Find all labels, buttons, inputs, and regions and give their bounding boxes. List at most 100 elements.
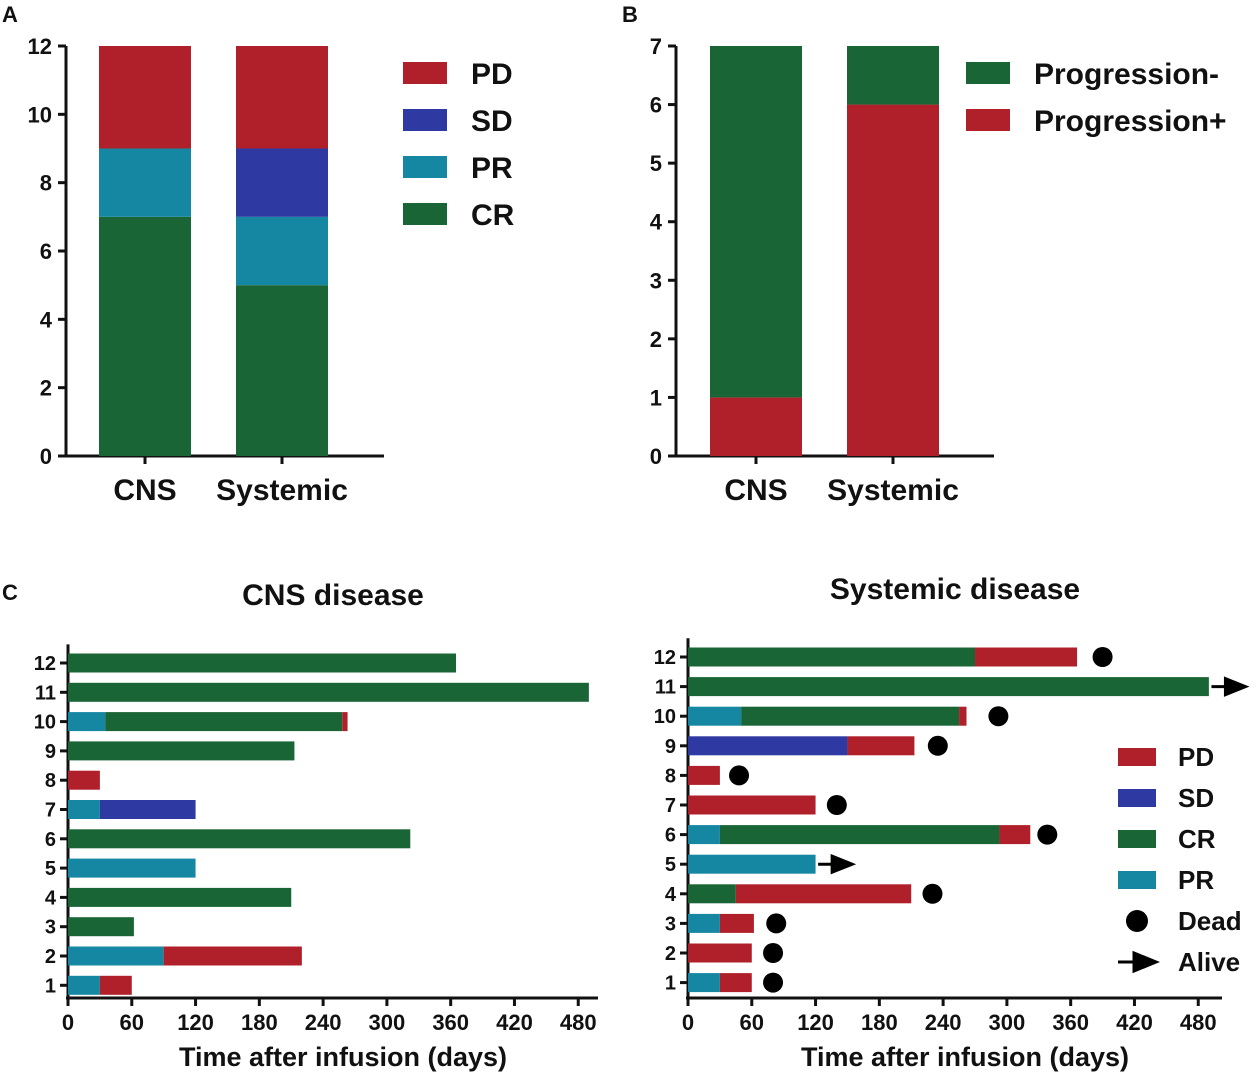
bar-patient-2-pd [163,946,302,966]
bar-patient-10-cr [105,712,343,732]
patient-label: 10 [654,706,676,728]
bar-patient-6-pd [999,825,1031,845]
legend-swatch-pr [403,156,447,178]
x-tick-label: 180 [861,1010,898,1035]
bar-patient-12-pd [975,647,1078,667]
bar-patient-1-pr [68,975,100,995]
bar-patient-8-pd [68,770,100,790]
legend-swatch-cr [1118,830,1156,848]
bar-patient-4-cr [688,884,736,904]
y-tick-label: 0 [650,444,662,469]
patient-label: 10 [34,712,56,734]
legend-label-dead: Dead [1178,906,1242,936]
legend-label-sd: SD [471,105,513,138]
bar-patient-1-pr [688,973,720,993]
legend-swatch-pr [1118,871,1156,889]
chart-b-stacked-bars: 0 1 2 3 4 5 6 7 CNS Systemic Progression- Progressi… [650,34,1227,507]
bar-cns-pr [99,148,191,217]
category-label: Systemic [216,474,348,507]
bar-cns-progression [710,397,802,456]
panel-label-a: A [2,2,18,27]
legend-swatch-cr [403,203,447,225]
patient-label: 5 [45,858,56,880]
patient-label: 4 [665,884,677,906]
bar-patient-7-pd [688,795,816,815]
y-tick-label: 3 [650,268,662,293]
x-tick-label: 300 [989,1010,1026,1035]
bar-patient-3-pd [719,913,754,933]
y-tick-label: 6 [40,239,52,264]
bar-patient-1-pd [719,973,752,993]
x-axis-label: Time after infusion (days) [801,1042,1129,1072]
bar-patient-1-pd [99,975,132,995]
dead-marker [1092,647,1113,667]
patient-label: 2 [45,946,56,968]
patient-label: 1 [45,975,56,997]
bar-patient-2-pr [68,946,164,966]
bar-patient-12-cr [688,647,976,667]
x-tick-label: 360 [432,1010,469,1035]
patient-label: 2 [665,943,676,965]
chart-c-systemic-swimmer: Systemic disease 0 60 120 180 240 300 360 420 480… [654,573,1250,1072]
x-tick-label: 240 [305,1010,342,1035]
x-tick-label: 0 [682,1010,694,1035]
bar-patient-10-pr [68,712,106,732]
bar-systemic-pr [236,216,328,286]
bar-systemic-sd [236,148,328,217]
legend-swatch-sd [403,109,447,131]
bar-patient-7-pr [68,800,100,819]
bar-patient-11-cr [688,677,1209,697]
x-tick-label: 360 [1052,1010,1089,1035]
legend-swatch-pd [403,62,447,84]
bar-cns-pd [99,46,191,149]
bar-patient-9-pd [847,736,915,756]
patient-label: 8 [665,765,676,787]
bar-patient-10-pd [342,712,348,732]
bar-patient-5-pr [68,858,196,878]
bar-patient-11-cr [68,682,589,702]
legend-swatch-sd [1118,789,1156,807]
dead-marker [1037,824,1058,845]
legend-label-pr: PR [471,152,513,185]
patient-label: 7 [45,800,56,822]
x-tick-label: 420 [1116,1010,1153,1035]
y-tick-label: 7 [650,34,662,59]
bar-patient-10-pr [688,706,742,726]
dead-marker [729,765,750,786]
bar-patient-12-cr [68,653,456,673]
patient-label: 4 [45,887,57,909]
legend-label-pd: PD [1178,742,1214,772]
patient-label: 12 [654,647,676,669]
legend-swatch-progression [966,109,1010,131]
bar-patient-4-cr [68,887,292,907]
chart-a-stacked-bars: 0 2 4 6 8 10 12 CNS Systemic PD SD PR CR [28,34,515,507]
legend-label-progression: Progression- [1034,58,1219,91]
legend-label-cr: CR [471,199,515,232]
patient-label: 3 [45,917,56,939]
y-tick-label: 0 [40,444,52,469]
legend-label-alive: Alive [1178,947,1240,977]
patient-label: 6 [45,829,56,851]
category-label: CNS [113,474,176,507]
patient-label: 12 [34,653,56,675]
category-label: Systemic [827,474,959,507]
alive-arrow [1211,676,1250,697]
dead-marker [927,735,948,756]
bar-patient-7-sd [99,800,196,819]
patient-label: 6 [665,825,676,847]
legend-swatch-pd [1118,748,1156,766]
legend-label-cr: CR [1178,824,1216,854]
bar-systemic-cr [236,285,328,456]
alive-arrow [818,853,857,875]
patient-label: 9 [665,736,676,758]
dead-marker [763,972,784,993]
legend-label-pd: PD [471,58,513,91]
patient-label: 8 [45,770,56,792]
dead-marker [988,706,1009,727]
bar-patient-6-cr [68,829,411,849]
patient-label: 5 [665,854,676,876]
bar-patient-10-pd [959,706,967,726]
patient-label: 1 [665,973,676,995]
x-tick-label: 300 [369,1010,406,1035]
